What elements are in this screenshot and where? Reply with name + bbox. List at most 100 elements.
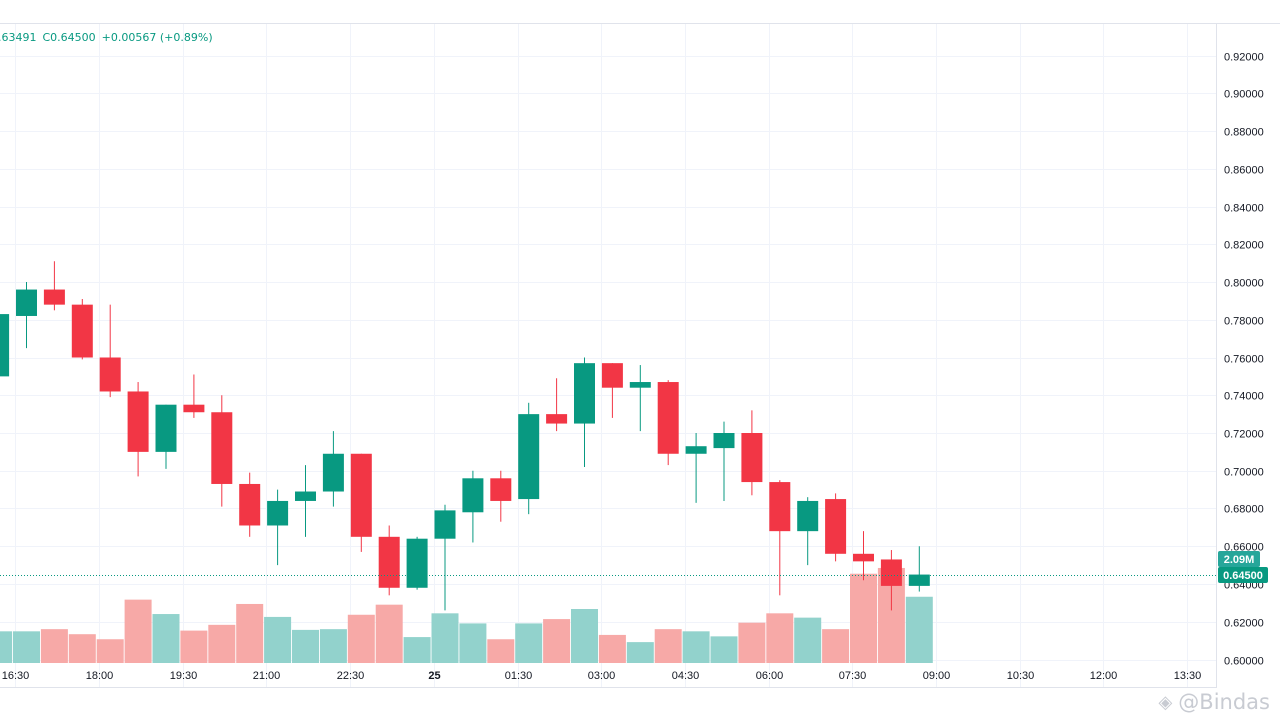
volume-bar	[626, 642, 654, 663]
candle-body	[546, 414, 568, 424]
candle-body	[853, 553, 874, 562]
volume-bar	[766, 613, 794, 663]
candle-body	[880, 559, 902, 586]
price-tick-label: 0.80000	[1224, 278, 1264, 290]
volume-bar	[654, 629, 682, 663]
price-tick-label: 0.84000	[1224, 203, 1264, 215]
volume-bar	[68, 634, 96, 663]
time-tick-label: 10:30	[1007, 670, 1035, 682]
volume-bar	[710, 636, 738, 663]
price-tick-label: 0.68000	[1224, 504, 1264, 516]
volume-bar	[319, 629, 347, 663]
volume-bar	[152, 614, 180, 663]
volume-bar	[459, 623, 487, 663]
volume-bar	[431, 613, 459, 663]
candle-body	[183, 404, 205, 413]
price-tick-label: 0.72000	[1224, 429, 1264, 441]
price-tick-label: 0.92000	[1224, 52, 1264, 64]
volume-bar	[822, 629, 850, 663]
time-tick-label: 01:30	[505, 670, 533, 682]
candle-body	[322, 453, 344, 492]
volume-bar	[487, 639, 515, 663]
candle-body	[629, 382, 651, 388]
price-tick-label: 0.86000	[1224, 165, 1264, 177]
volume-tag: 2.09M	[1224, 554, 1255, 566]
price-tick-label: 0.62000	[1224, 618, 1264, 630]
candle-body	[0, 314, 10, 377]
volume-bar	[403, 637, 431, 663]
price-tick-label: 0.78000	[1224, 316, 1264, 328]
price-tag: 0.64500	[1223, 570, 1263, 582]
candle-body	[462, 478, 484, 513]
legend-change: +0.00567 (+0.89%)	[101, 31, 213, 44]
candle-body	[518, 414, 540, 500]
candle-body	[574, 363, 595, 424]
price-tick-label: 0.60000	[1224, 656, 1264, 668]
tv-logo-icon: ◈	[1158, 691, 1173, 713]
volume-bar	[0, 631, 13, 663]
legend-partial-value: .63491	[0, 31, 37, 44]
grid-lines	[0, 24, 1216, 687]
time-tick-label: 04:30	[672, 670, 700, 682]
volume-bar	[850, 573, 877, 663]
volume-bar	[571, 609, 598, 663]
candle-body	[350, 453, 372, 537]
time-tick-label: 16:30	[2, 670, 30, 682]
volume-bar	[543, 619, 571, 663]
volume-bar	[905, 596, 933, 663]
candle-body	[769, 482, 791, 532]
last-price-tags: 2.09M 0.64500	[1218, 551, 1268, 583]
volume-tag-bg	[1218, 551, 1260, 567]
candle-body	[71, 304, 93, 358]
candle-body	[741, 433, 763, 483]
volume-bar	[794, 617, 822, 663]
volume-bar	[40, 629, 68, 663]
candle-body	[295, 491, 316, 501]
price-tick-label: 0.90000	[1224, 89, 1264, 101]
volume-bar	[682, 631, 710, 663]
time-tick-label: 21:00	[253, 670, 281, 682]
candle-body	[99, 357, 121, 392]
time-axis[interactable]: 16:30 18:00 19:30 21:00 22:30 25 01:30 03:00 04:…	[2, 670, 1202, 682]
volume-bar	[208, 624, 236, 663]
price-tag-bg	[1218, 567, 1268, 583]
price-tick-label: 0.88000	[1224, 127, 1264, 139]
volume-bars	[0, 567, 933, 663]
ohlc-legend: .63491 C0.64500 +0.00567 (+0.89%)	[0, 31, 219, 44]
candle-body	[713, 433, 735, 449]
volume-bar	[738, 622, 766, 663]
time-tick-label: 09:00	[923, 670, 951, 682]
volume-bar	[598, 634, 626, 663]
volume-bar	[13, 631, 40, 663]
candle-body	[908, 574, 930, 586]
price-tick-label: 0.74000	[1224, 391, 1264, 403]
volume-bar	[180, 630, 208, 663]
candle-body	[267, 500, 289, 526]
watermark: ◈ @Bindas	[1158, 690, 1270, 714]
candle-body	[239, 483, 261, 526]
candle-body	[797, 500, 819, 532]
volume-bar	[515, 623, 543, 663]
candle-body	[211, 412, 233, 484]
volume-bar	[124, 599, 152, 663]
volume-bar	[264, 616, 292, 663]
candle-body	[406, 538, 428, 588]
price-tick-label: 0.76000	[1224, 354, 1264, 366]
candle-body	[127, 391, 149, 452]
time-tick-label: 06:00	[756, 670, 784, 682]
time-tick-label: 18:00	[86, 670, 114, 682]
time-tick-label: 12:00	[1090, 670, 1118, 682]
candle-body	[601, 363, 623, 388]
candles	[0, 261, 930, 611]
price-tick-label: 0.66000	[1224, 542, 1264, 554]
candle-body	[490, 478, 512, 501]
volume-bar	[292, 629, 319, 663]
price-tick-label: 0.82000	[1224, 240, 1264, 252]
time-tick-label: 07:30	[839, 670, 867, 682]
candle-body	[434, 510, 456, 539]
volume-bar	[236, 603, 264, 663]
volume-bar	[347, 614, 375, 663]
candle-body	[16, 289, 37, 316]
time-tick-label: 13:30	[1174, 670, 1202, 682]
